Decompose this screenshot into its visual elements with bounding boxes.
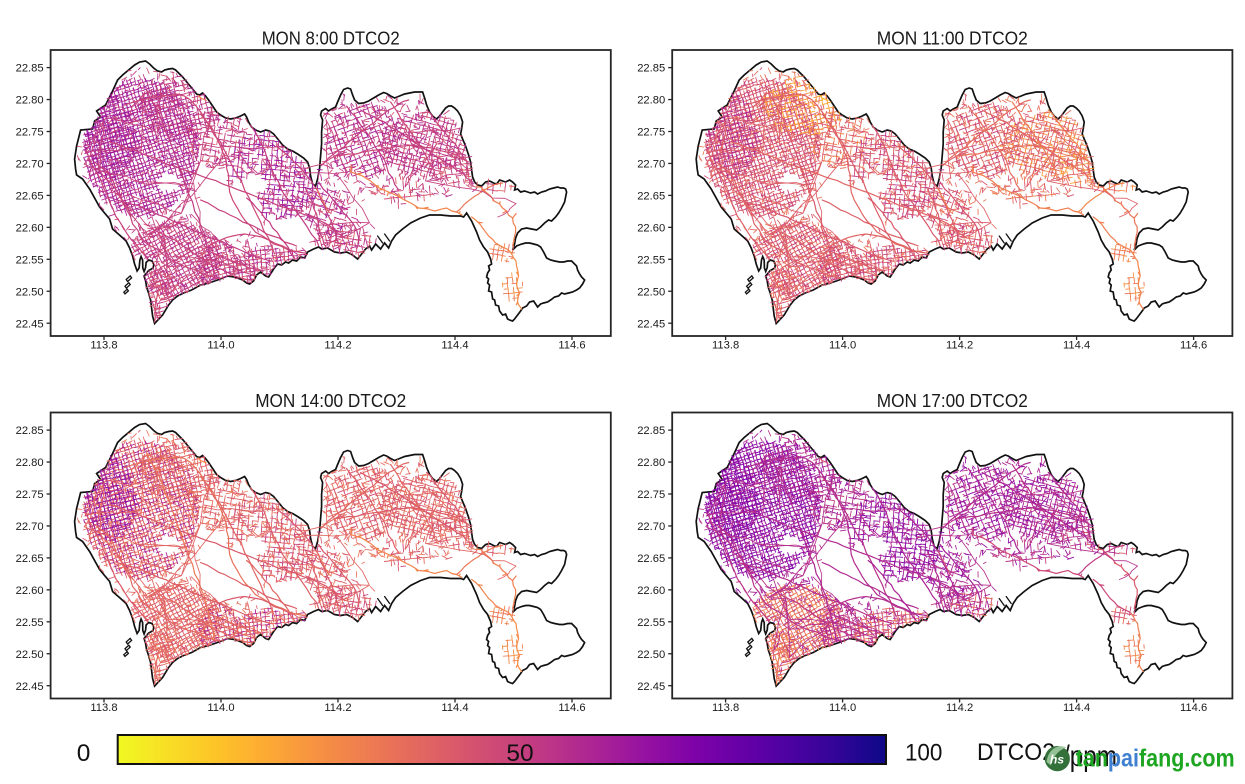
svg-text:22.80: 22.80: [16, 95, 44, 107]
svg-text:114.2: 114.2: [324, 339, 351, 351]
svg-text:22.75: 22.75: [16, 127, 44, 139]
svg-text:22.65: 22.65: [16, 191, 44, 203]
svg-text:114.6: 114.6: [558, 339, 585, 351]
svg-text:22.60: 22.60: [16, 222, 44, 234]
svg-text:22.50: 22.50: [637, 286, 665, 298]
svg-text:22.80: 22.80: [637, 457, 665, 469]
svg-text:22.85: 22.85: [637, 425, 665, 437]
svg-text:22.45: 22.45: [637, 681, 665, 693]
svg-text:114.6: 114.6: [1180, 702, 1207, 714]
svg-text:113.8: 113.8: [712, 339, 739, 351]
svg-text:hs: hs: [1050, 753, 1064, 767]
svg-text:114.2: 114.2: [946, 339, 973, 351]
svg-text:22.70: 22.70: [637, 521, 665, 533]
svg-text:22.85: 22.85: [16, 63, 44, 75]
svg-text:114.4: 114.4: [441, 702, 468, 714]
svg-text:114.0: 114.0: [829, 339, 856, 351]
svg-text:tanpaifang.com: tanpaifang.com: [1076, 745, 1235, 773]
svg-text:MON 8:00 DTCO2: MON 8:00 DTCO2: [262, 27, 400, 48]
svg-text:DTCO2: DTCO2: [977, 739, 1055, 766]
svg-text:22.75: 22.75: [637, 489, 665, 501]
svg-text:22.50: 22.50: [637, 649, 665, 661]
svg-text:22.85: 22.85: [637, 63, 665, 75]
svg-text:114.4: 114.4: [1063, 339, 1090, 351]
svg-text:22.70: 22.70: [16, 159, 44, 171]
svg-text:22.55: 22.55: [16, 617, 44, 629]
svg-text:22.85: 22.85: [16, 425, 44, 437]
svg-text:22.60: 22.60: [637, 585, 665, 597]
svg-text:22.70: 22.70: [637, 159, 665, 171]
svg-text:22.65: 22.65: [637, 553, 665, 565]
svg-text:22.50: 22.50: [16, 649, 44, 661]
svg-text:22.80: 22.80: [16, 457, 44, 469]
svg-text:114.0: 114.0: [207, 339, 234, 351]
svg-text:0: 0: [77, 740, 91, 767]
svg-text:100: 100: [905, 740, 943, 767]
svg-text:22.65: 22.65: [16, 553, 44, 565]
svg-text:113.8: 113.8: [90, 702, 117, 714]
svg-text:114.4: 114.4: [441, 339, 468, 351]
svg-text:113.8: 113.8: [90, 339, 117, 351]
svg-text:MON 17:00 DTCO2: MON 17:00 DTCO2: [877, 390, 1028, 411]
svg-text:22.75: 22.75: [637, 127, 665, 139]
svg-text:22.45: 22.45: [16, 318, 44, 330]
svg-text:22.50: 22.50: [16, 286, 44, 298]
svg-text:50: 50: [506, 740, 533, 767]
svg-text:114.0: 114.0: [829, 702, 856, 714]
svg-text:114.6: 114.6: [1180, 339, 1207, 351]
svg-text:114.0: 114.0: [207, 702, 234, 714]
svg-text:22.60: 22.60: [637, 222, 665, 234]
svg-text:22.55: 22.55: [637, 617, 665, 629]
svg-text:22.45: 22.45: [637, 318, 665, 330]
svg-text:MON 11:00 DTCO2: MON 11:00 DTCO2: [877, 27, 1028, 48]
svg-text:MON 14:00 DTCO2: MON 14:00 DTCO2: [255, 390, 406, 411]
svg-text:/ppm: /ppm: [1063, 740, 1117, 773]
svg-text:114.2: 114.2: [324, 702, 351, 714]
svg-text:22.60: 22.60: [16, 585, 44, 597]
svg-text:22.65: 22.65: [637, 191, 665, 203]
svg-text:114.6: 114.6: [558, 702, 585, 714]
svg-text:114.2: 114.2: [946, 702, 973, 714]
svg-text:22.45: 22.45: [16, 681, 44, 693]
svg-text:22.55: 22.55: [16, 254, 44, 266]
svg-text:22.55: 22.55: [637, 254, 665, 266]
svg-text:22.70: 22.70: [16, 521, 44, 533]
svg-text:22.75: 22.75: [16, 489, 44, 501]
svg-text:22.80: 22.80: [637, 95, 665, 107]
svg-text:114.4: 114.4: [1063, 702, 1090, 714]
svg-text:113.8: 113.8: [712, 702, 739, 714]
